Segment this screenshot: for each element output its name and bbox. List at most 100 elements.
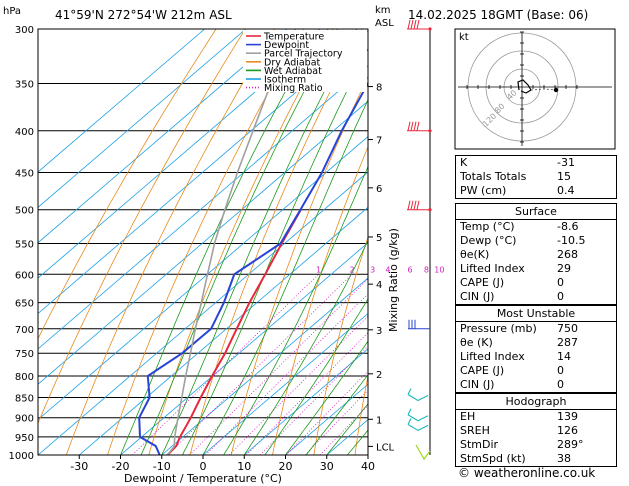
barb-flag [407,388,412,395]
storm-motion-point [553,87,559,93]
height-tick-label: LCL [376,442,395,453]
pressure-unit-label: hPa [3,6,21,17]
most-unstable-title: Most Unstable [496,307,576,320]
index-k: K -31 [456,156,616,170]
row-label: CAPE (J) [460,364,505,377]
footer-copyright: © weatheronline.co.uk [458,466,596,480]
surface-row: CAPE (J) 0 [456,276,616,290]
mixing-ratio-label: 10 [434,265,444,274]
dry-adiabat-line [107,29,305,455]
pressure-tick-label: 900 [15,414,34,425]
wet-adiabat-line [161,29,358,455]
surface-row: Dewp (°C) -10.5 [456,234,616,248]
wet-adiabat-line [264,298,368,455]
wind-barb [407,388,429,402]
storm-motion-line [530,88,557,91]
isotherm-line [38,29,329,279]
series-temperature [166,209,302,455]
row-value: 0 [557,364,564,377]
pressure-tick-label: 300 [15,25,34,36]
row-value: 0 [557,276,564,289]
isotherm-line [161,277,368,455]
hodo-row: StmSpd (kt) 38 [456,452,616,466]
isotherm-line [243,348,368,455]
row-value: 38 [557,452,571,465]
mu-row: CIN (J) 0 [456,378,616,392]
mixing-ratio-label: 4 [385,265,390,274]
barb-flag [407,200,411,210]
height-tick-label: 6 [376,184,382,195]
most-unstable-panel: Most Unstable Pressure (mb) 750 θe (K) 287… [455,305,617,393]
height-tick-label: 2 [376,370,382,381]
mixing-ratio-label: 3 [370,265,375,274]
mixing-ratio-line [259,345,368,455]
isotherm-line [38,136,368,421]
wet-adiabat-line [243,239,368,455]
barb-point [428,27,432,31]
barb-flag [407,408,412,415]
legend-label: Temperature [263,32,324,43]
surface-row: θe(K) 268 [456,248,616,262]
height-tick-label: 5 [376,233,382,244]
legend-label: Dry Adiabat [264,57,321,68]
index-label: K [460,156,468,169]
row-label: StmSpd (kt) [460,452,526,465]
location-title: 41°59'N 272°54'W 212m ASL [55,8,232,22]
indices-rows: K -31 Totals Totals 15 PW (cm) 0.4 [456,156,616,198]
pressure-tick-label: 750 [15,349,34,360]
row-label: Dewp (°C) [460,234,517,247]
dry-adiabat-line [38,29,246,425]
row-value: 289° [557,438,584,451]
row-value: -10.5 [557,234,586,247]
barb-shaft [407,394,429,402]
datetime-title: 14.02.2025 18GMT (Base: 06) [408,8,588,22]
wind-barbs [407,19,432,461]
row-label: SREH [460,424,490,437]
row-label: CIN (J) [460,378,495,391]
mu-row: Lifted Index 14 [456,350,616,364]
wind-barb [408,319,430,330]
mu-row: Pressure (mb) 750 [456,321,616,336]
row-value: 126 [557,424,578,437]
x-tick-label: 20 [279,460,293,473]
row-label: CAPE (J) [460,276,505,289]
mu-row: CAPE (J) 0 [456,364,616,378]
barb-shaft [407,423,429,432]
wind-barb [415,444,431,461]
x-axis-label: Dewpoint / Temperature (°C) [124,472,282,485]
row-value: -8.6 [557,220,579,233]
pressure-tick-label: 550 [15,239,34,250]
pressure-tick-label: 700 [15,325,34,336]
pressure-tick-label: 1000 [9,451,34,462]
barb-point [428,208,432,212]
legend-label: Wet Adiabat [264,66,322,77]
row-label: Lifted Index [460,262,525,275]
pressure-tick-label: 850 [15,393,34,404]
hodo-row: EH 139 [456,409,616,424]
hodograph-table-panel: Hodograph EH 139 SREH 126 StmDir 289° StmSp… [455,393,617,467]
height-tick-label: 4 [376,280,382,291]
index-label: Totals Totals [460,170,527,183]
row-value: 14 [557,350,571,363]
x-tick-label: 30 [320,460,334,473]
row-label: Temp (°C) [460,220,515,233]
legend-label: Isotherm [264,75,306,86]
legend-label: Dewpoint [264,40,309,51]
barb-flag [416,121,420,131]
pressure-tick-label: 650 [15,299,34,310]
barb-flag [410,121,414,131]
x-tick-label: -20 [112,460,130,473]
hodograph-frame [454,28,616,150]
wind-barb [407,200,432,212]
wet-adiabat-line [202,98,368,455]
mixing-ratio-label: 6 [408,265,413,274]
wet-adiabat-line [223,165,368,455]
pressure-tick-label: 600 [15,270,34,281]
barb-flag [413,19,417,30]
hodograph-trace [517,79,532,94]
barb-flag [407,121,411,131]
wind-barb [407,418,429,432]
isotherm-line [120,242,368,455]
